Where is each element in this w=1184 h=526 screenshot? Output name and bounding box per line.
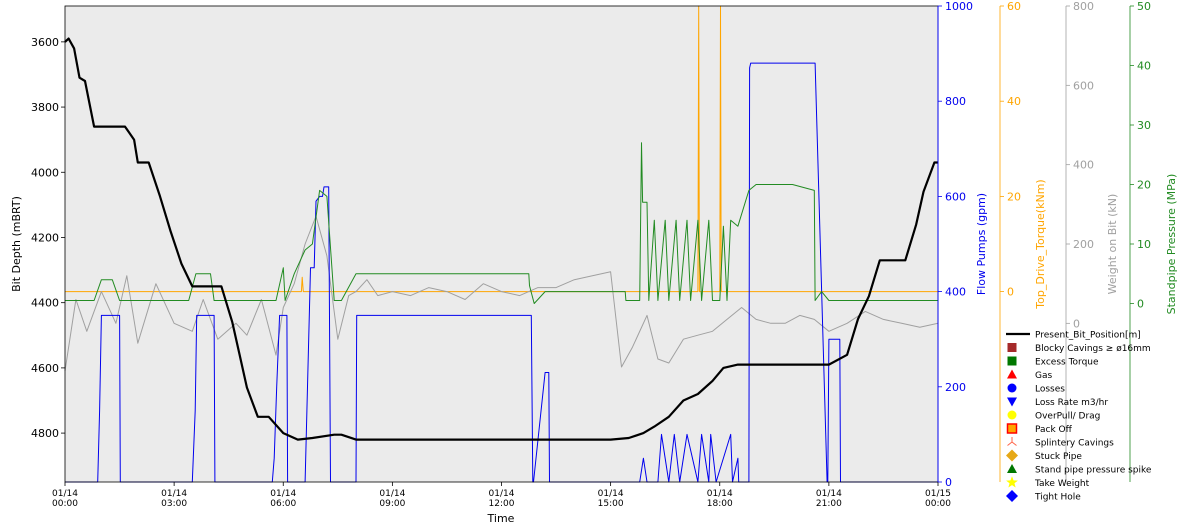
legend-label: Excess Torque bbox=[1035, 358, 1099, 368]
wob-axis-label: Weight on Bit (kN) bbox=[1106, 194, 1119, 295]
legend-marker-take-weight bbox=[1006, 476, 1018, 488]
legend-marker-pack-off bbox=[1006, 423, 1018, 434]
legend-label: Gas bbox=[1035, 371, 1052, 381]
spp-tick-label: 10 bbox=[1137, 238, 1151, 251]
legend-marker-gas bbox=[1007, 369, 1017, 379]
depth-tick-label: 3600 bbox=[31, 36, 59, 49]
x-tick-label: 01/14 18:00 bbox=[707, 489, 733, 509]
legend-label: Present_Bit_Position[m] bbox=[1035, 331, 1141, 341]
depth-axis-label: Bit Depth (mBRT) bbox=[10, 196, 23, 292]
legend-marker-blocky-cavings-16mm bbox=[1007, 343, 1017, 352]
x-tick-label: 01/14 06:00 bbox=[270, 489, 296, 509]
legend-item-losses: Losses bbox=[1007, 383, 1065, 395]
legend-label: Take Weight bbox=[1034, 479, 1090, 489]
spp-tick-label: 50 bbox=[1137, 0, 1151, 13]
flow-axis-label: Flow Pumps (gpm) bbox=[975, 193, 988, 295]
flow-tick-label: 600 bbox=[945, 190, 966, 203]
legend-marker-splintery-cavings bbox=[1007, 437, 1017, 446]
wob-tick-label: 800 bbox=[1073, 0, 1094, 13]
legend-marker-overpull-drag bbox=[1007, 410, 1017, 420]
torque-axis-label: Top_Drive_Torque(kNm) bbox=[1034, 179, 1047, 309]
x-tick-label: 01/14 00:00 bbox=[52, 489, 78, 509]
spp-tick-label: 40 bbox=[1137, 60, 1151, 73]
series-line-top-drive-torque bbox=[65, 5, 938, 293]
legend-marker-stuck-pipe bbox=[1006, 449, 1018, 462]
x-tick-label: 01/14 03:00 bbox=[161, 489, 187, 509]
legend-marker-loss-rate-m3-hr bbox=[1007, 397, 1017, 407]
legend-marker-stand-pipe-pressure-spike bbox=[1007, 464, 1017, 473]
legend-item-blocky-cavings-16mm: Blocky Cavings ≥ ø16mm bbox=[1007, 343, 1151, 354]
depth-tick-label: 3800 bbox=[31, 101, 59, 114]
legend-label: Blocky Cavings ≥ ø16mm bbox=[1035, 344, 1151, 354]
legend-item-tight-hole: Tight Hole bbox=[1006, 490, 1081, 503]
flow-tick-label: 0 bbox=[945, 476, 952, 489]
legend-label: Pack Off bbox=[1035, 425, 1073, 435]
x-tick-label: 01/14 15:00 bbox=[598, 489, 624, 509]
legend-label: Tight Hole bbox=[1034, 493, 1081, 503]
legend-item-excess-torque: Excess Torque bbox=[1007, 356, 1099, 368]
x-tick-label: 01/14 12:00 bbox=[489, 489, 515, 509]
depth-tick-label: 4800 bbox=[31, 427, 59, 440]
plot-background bbox=[65, 6, 938, 482]
legend-marker-excess-torque bbox=[1007, 356, 1017, 366]
series-layer bbox=[64, 5, 939, 483]
legend-item-splintery-cavings: Splintery Cavings bbox=[1007, 437, 1114, 449]
x-tick-label: 01/14 09:00 bbox=[379, 489, 405, 509]
torque-tick-label: 60 bbox=[1007, 0, 1021, 13]
legend-label: OverPull/ Drag bbox=[1035, 412, 1100, 422]
spp-tick-label: 0 bbox=[1137, 298, 1144, 311]
wob-tick-label: 600 bbox=[1073, 79, 1094, 92]
x-axis-label: Time bbox=[487, 512, 515, 525]
depth-tick-label: 4000 bbox=[31, 166, 59, 179]
wob-tick-label: 200 bbox=[1073, 238, 1094, 251]
legend-label: Losses bbox=[1035, 385, 1065, 395]
legend-label: Stand pipe pressure spike bbox=[1035, 466, 1152, 476]
legend-marker-losses bbox=[1007, 383, 1017, 393]
legend-item-pack-off: Pack Off bbox=[1006, 423, 1073, 435]
depth-tick-label: 4600 bbox=[31, 362, 59, 375]
legend-label: Splintery Cavings bbox=[1035, 439, 1114, 449]
torque-tick-label: 20 bbox=[1007, 190, 1021, 203]
depth-tick-label: 4200 bbox=[31, 231, 59, 244]
series-line-present-bit-position-m bbox=[64, 37, 938, 441]
legend-item-present-bit-position-m: Present_Bit_Position[m] bbox=[1006, 331, 1141, 341]
axes-layer: 01/14 00:00 01/14 03:00 01/14 06:00 01/14 09:00… bbox=[10, 0, 1178, 509]
wob-tick-label: 0 bbox=[1073, 317, 1080, 330]
legend-marker-tight-hole bbox=[1006, 490, 1018, 502]
depth-tick-label: 4400 bbox=[31, 297, 59, 310]
flow-tick-label: 200 bbox=[945, 381, 966, 394]
torque-tick-label: 0 bbox=[1007, 286, 1014, 299]
spp-axis-label: Standpipe Pressure (MPa) bbox=[1165, 174, 1178, 315]
legend-item-overpull-drag: OverPull/ Drag bbox=[1007, 410, 1100, 422]
flow-tick-label: 1000 bbox=[945, 0, 973, 13]
flow-tick-label: 400 bbox=[945, 286, 966, 299]
legend-item-loss-rate-m3-hr: Loss Rate m3/hr bbox=[1007, 397, 1108, 408]
x-tick-label: 01/15 00:00 bbox=[925, 489, 951, 509]
legend-item-gas: Gas bbox=[1007, 369, 1052, 381]
legend-item-stand-pipe-pressure-spike: Stand pipe pressure spike bbox=[1007, 464, 1152, 476]
series-line-standpipe-pressure bbox=[65, 142, 938, 304]
legend-label: Stuck Pipe bbox=[1035, 452, 1082, 462]
legend-item-take-weight: Take Weight bbox=[1006, 476, 1090, 489]
wob-tick-label: 400 bbox=[1073, 159, 1094, 172]
flow-tick-label: 800 bbox=[945, 95, 966, 108]
spp-tick-label: 30 bbox=[1137, 119, 1151, 132]
legend-item-stuck-pipe: Stuck Pipe bbox=[1006, 449, 1082, 462]
legend-label: Loss Rate m3/hr bbox=[1035, 398, 1108, 408]
x-tick-label: 01/14 21:00 bbox=[816, 489, 842, 509]
legend: Present_Bit_Position[m] Blocky Cavings ≥ … bbox=[1006, 331, 1152, 503]
series-line-weight-on-bit bbox=[64, 215, 939, 371]
torque-tick-label: 40 bbox=[1007, 95, 1021, 108]
spp-tick-label: 20 bbox=[1137, 179, 1151, 192]
